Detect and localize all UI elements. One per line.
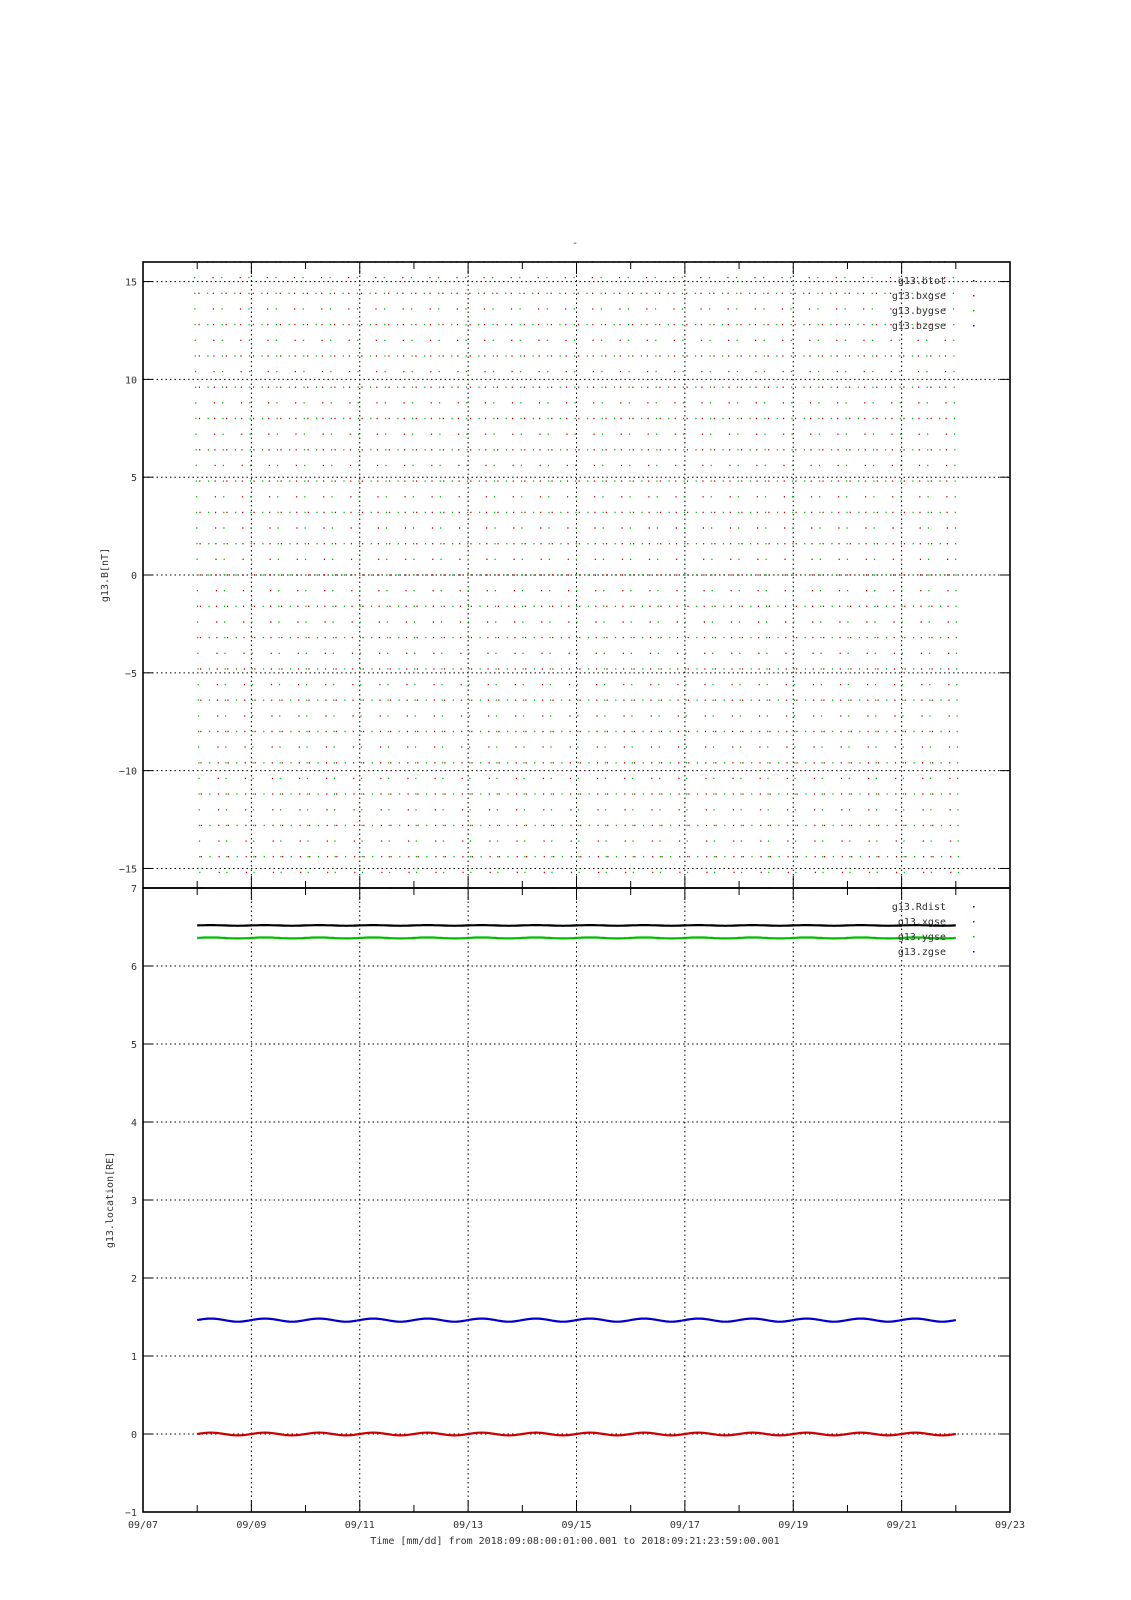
x-tick-label: 09/19 <box>778 1520 808 1531</box>
top-grid <box>143 262 1010 888</box>
x-tick-label: 09/11 <box>345 1520 375 1531</box>
series-g13-zgse <box>196 1317 957 1323</box>
top-y-tick-labels: −15 −10 −5 0 5 10 15 <box>119 278 137 876</box>
x-tick-label: 09/09 <box>236 1520 266 1531</box>
top-legend-label: g13.bxgse <box>892 291 946 302</box>
top-y-tick-label: 0 <box>131 571 137 582</box>
top-y-tick-label: 5 <box>131 473 137 484</box>
top-y-tick-label: −5 <box>125 669 137 680</box>
x-tick-label: 09/15 <box>561 1520 591 1531</box>
x-tick-labels: 09/07 09/09 09/11 09/13 09/15 09/17 09/19 09/21… <box>128 1520 1025 1531</box>
magnetic-field-panel: −15 −10 −5 0 5 10 15 g13.B[nT] g13.btot g13.bxg… <box>100 261 1011 889</box>
bottom-legend: g13.Rdist g13.xgse g13.ygse g13.zgse <box>892 902 975 958</box>
bottom-plot-frame <box>142 887 1011 1513</box>
bottom-y-tick-label: −1 <box>125 1508 137 1519</box>
bottom-y-axis-label: g13.location[RE] <box>105 1152 116 1248</box>
x-tick-label: 09/23 <box>995 1520 1025 1531</box>
top-y-tick-label: 10 <box>125 375 137 386</box>
bottom-legend-label: g13.ygse <box>898 932 946 943</box>
bottom-y-tick-label: 6 <box>131 962 137 973</box>
bottom-y-tick-label: 3 <box>131 1196 137 1207</box>
top-legend-label: g13.bygse <box>892 306 946 317</box>
series-g13-Rdist <box>197 924 956 927</box>
bottom-y-tick-label: 0 <box>131 1430 137 1441</box>
series-g13-ygse <box>197 936 956 940</box>
top-y-tick-label: −10 <box>119 767 137 778</box>
bottom-y-tick-label: 2 <box>131 1274 137 1285</box>
top-legend-marker <box>973 310 975 312</box>
top-y-tick-label: −15 <box>119 864 137 875</box>
top-legend-marker <box>973 280 975 282</box>
bottom-legend-label: g13.Rdist <box>892 902 946 913</box>
top-legend-label: g13.bzgse <box>892 321 946 332</box>
top-y-tick-label: 15 <box>125 278 137 289</box>
chart-title: - <box>572 238 578 249</box>
bottom-y-tick-label: 5 <box>131 1040 137 1051</box>
x-tick-label: 09/17 <box>670 1520 700 1531</box>
top-legend-marker <box>973 325 975 327</box>
top-legend: g13.btot g13.bxgse g13.bygse g13.bzgse <box>892 276 975 332</box>
x-tick-label: 09/21 <box>887 1520 917 1531</box>
bottom-legend-marker <box>973 936 975 938</box>
bottom-y-tick-label: 7 <box>131 884 137 895</box>
x-tick-label: 09/07 <box>128 1520 158 1531</box>
top-legend-label: g13.btot <box>898 276 946 287</box>
bottom-y-tick-label: 4 <box>131 1118 137 1129</box>
bottom-legend-label: g13.zgse <box>898 947 946 958</box>
bottom-legend-marker <box>973 921 975 923</box>
bottom-legend-label: g13.xgse <box>898 917 946 928</box>
series-g13-xgse <box>197 1431 956 1437</box>
bottom-legend-marker <box>973 951 975 953</box>
top-legend-marker <box>973 295 975 297</box>
top-y-axis-label: g13.B[nT] <box>100 548 111 602</box>
bottom-legend-marker <box>973 906 975 908</box>
x-tick-label: 09/13 <box>453 1520 483 1531</box>
bottom-grid <box>143 888 1010 1512</box>
bottom-y-tick-labels: −1 0 1 2 3 4 5 6 7 <box>125 884 137 1519</box>
bottom-data-lines <box>196 924 957 1437</box>
location-panel: −1 0 1 2 3 4 5 6 7 09/07 09/09 09/11 09/13 09/15 09/1… <box>105 884 1025 1547</box>
bottom-y-tick-label: 1 <box>131 1352 137 1363</box>
x-axis-label: Time [mm/dd] from 2018:09:08:00:01:00.00… <box>370 1536 779 1547</box>
